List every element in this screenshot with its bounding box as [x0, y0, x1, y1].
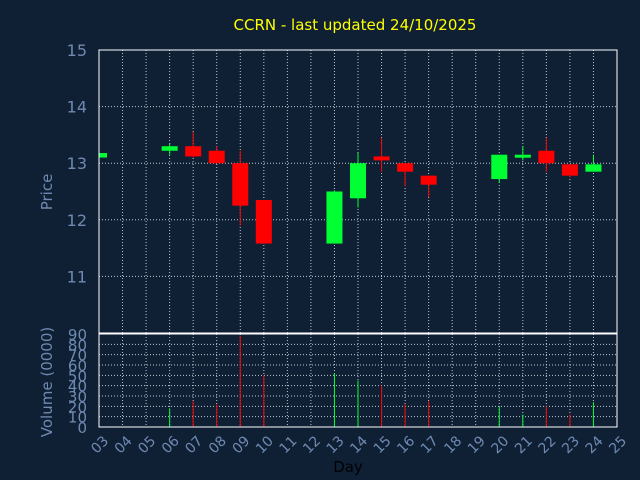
candle-body [561, 164, 578, 176]
x-tick-label: 06 [159, 433, 183, 457]
candle-body [538, 150, 555, 164]
x-tick-label: 08 [206, 433, 230, 457]
price-tick-label: 14 [67, 98, 87, 117]
candle-body [397, 163, 414, 172]
x-tick-label: 12 [300, 433, 324, 457]
candle-body [185, 146, 202, 157]
volume-bars [169, 336, 594, 427]
x-tick-label: 07 [182, 433, 206, 457]
x-tick-label: 21 [512, 433, 536, 457]
candle-body [99, 153, 107, 158]
x-tick-label: 10 [253, 433, 277, 457]
x-tick-label: 23 [559, 433, 583, 457]
x-tick-label: 13 [324, 433, 348, 457]
x-tick-label: 24 [583, 433, 607, 457]
candle-body [208, 150, 225, 164]
price-y-label: Price [38, 174, 56, 211]
price-tick-label: 15 [67, 41, 87, 60]
x-axis-label: Day [333, 458, 363, 476]
x-tick-label: 17 [418, 433, 442, 457]
x-tick-label: 22 [536, 433, 560, 457]
volume-tick-label: 0 [77, 419, 87, 437]
x-tick-label: 05 [135, 433, 159, 457]
candle-body [585, 164, 602, 172]
x-tick-label: 15 [371, 433, 395, 457]
x-tick-label: 19 [465, 433, 489, 457]
candle-body [420, 175, 437, 185]
x-tick-label: 18 [441, 433, 465, 457]
price-tick-label: 11 [67, 267, 87, 286]
candle-body [326, 191, 343, 244]
candle-body [514, 154, 531, 158]
volume-tick-label: 90 [68, 326, 87, 344]
volume-tick-label: 40 [68, 378, 87, 396]
x-tick-label: 20 [488, 433, 512, 457]
volume-tick-label: 50 [68, 367, 87, 385]
candle-body [161, 146, 178, 151]
price-y-ticks: 11 12 13 14 15 [67, 41, 87, 286]
x-tick-label: 16 [394, 433, 418, 457]
price-tick-label: 12 [67, 211, 87, 230]
volume-y-label: Volume (0000) [38, 327, 56, 437]
x-tick-label: 04 [112, 433, 136, 457]
volume-tick-label: 80 [68, 336, 87, 354]
chart-title: CCRN - last updated 24/10/2025 [234, 16, 477, 34]
price-candles [98, 132, 602, 244]
x-tick-label: 11 [277, 433, 301, 457]
price-tick-label: 13 [67, 154, 87, 173]
x-tick-label: 25 [606, 433, 630, 457]
candle-body [255, 199, 272, 244]
x-tick-label: 09 [229, 433, 253, 457]
x-ticks: 03 04 05 06 07 08 09 10 11 12 13 14 15 16 17 18 19 20 21 22… [88, 433, 630, 457]
candle-body [491, 154, 508, 180]
volume-tick-label: 30 [68, 388, 87, 406]
price-plot-frame [98, 49, 618, 334]
x-tick-label: 03 [88, 433, 112, 457]
volume-tick-label: 60 [68, 357, 87, 375]
volume-tick-label: 10 [68, 409, 87, 427]
candle-body [232, 163, 249, 206]
volume-plot-frame [98, 333, 618, 428]
candle-body [350, 163, 366, 199]
volume-tick-label: 70 [68, 347, 87, 365]
volume-tick-label: 20 [68, 398, 87, 416]
candle-body [373, 156, 390, 161]
x-tick-label: 14 [347, 433, 371, 457]
